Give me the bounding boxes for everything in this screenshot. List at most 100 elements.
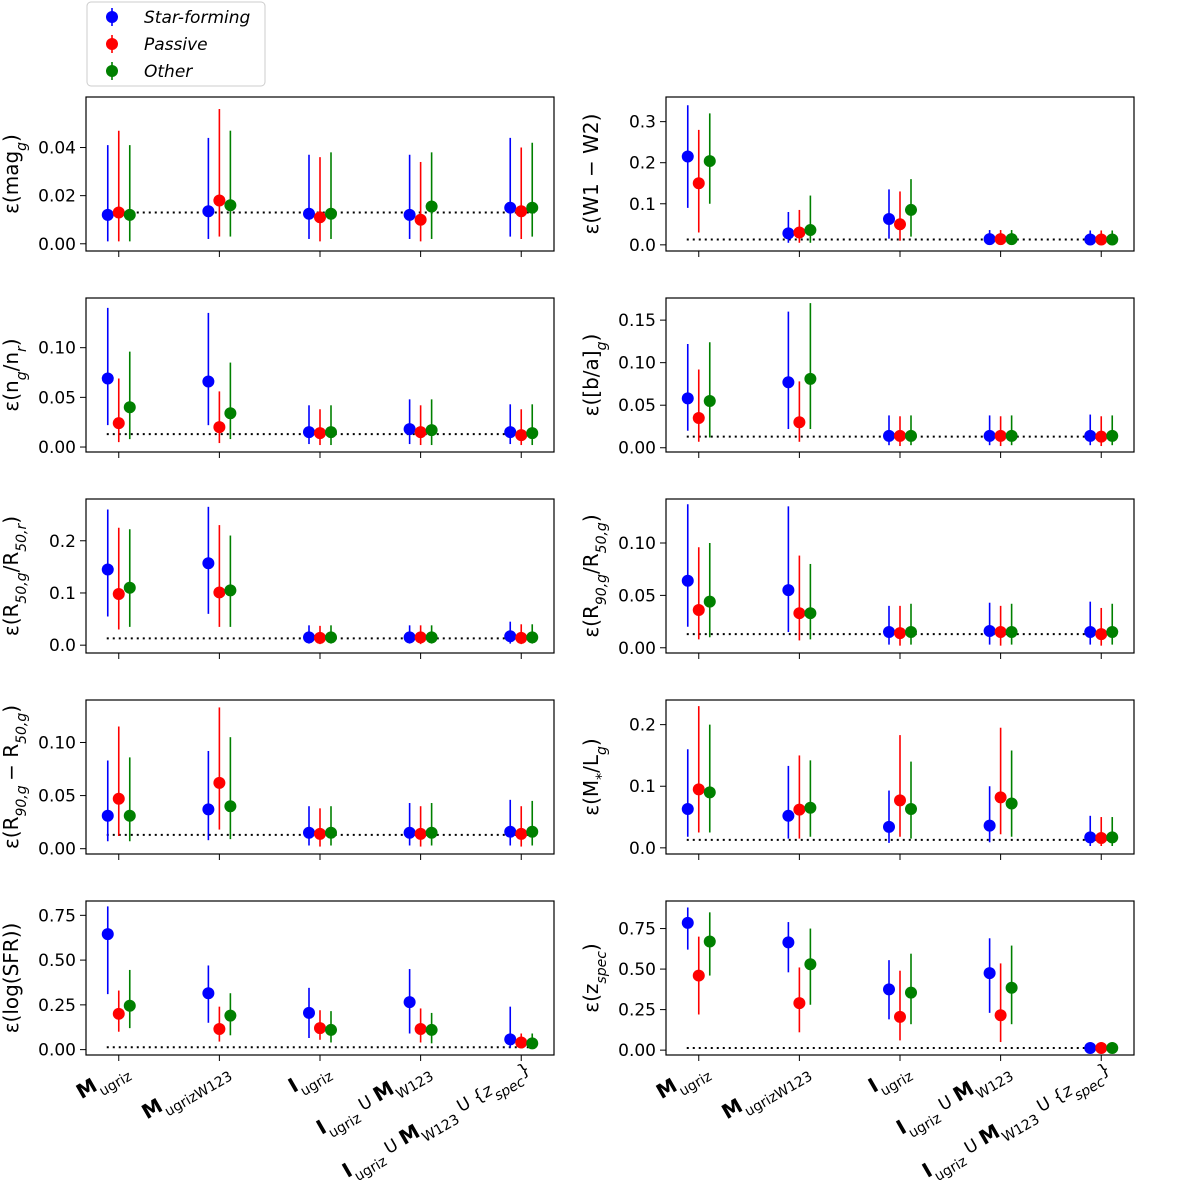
data-point — [515, 429, 528, 442]
data-point — [782, 809, 795, 822]
data-point — [123, 809, 136, 822]
y-axis-label: ε(log(SFR)) — [0, 923, 23, 1034]
data-point — [526, 631, 539, 644]
data-point — [1095, 430, 1108, 443]
y-tick-label: 0.05 — [38, 388, 76, 408]
data-point — [804, 801, 817, 814]
y-tick-label: 0.10 — [618, 354, 656, 374]
series-star-forming — [681, 504, 1097, 645]
series-other — [703, 724, 1119, 846]
data-point — [983, 967, 996, 980]
data-point — [303, 1006, 315, 1019]
x-category-label: Mugriz — [652, 1056, 715, 1110]
data-point — [123, 401, 136, 414]
data-point — [202, 375, 215, 388]
data-point — [793, 997, 806, 1010]
data-point — [692, 177, 705, 190]
data-point — [692, 969, 705, 982]
y-tick-label: 0.00 — [38, 235, 76, 255]
series-star-forming — [681, 311, 1097, 446]
data-point — [883, 429, 895, 442]
data-point — [894, 429, 906, 442]
data-point — [1084, 429, 1097, 442]
data-point — [905, 203, 917, 216]
data-point — [425, 826, 438, 839]
data-point — [403, 996, 416, 1009]
data-point — [1084, 626, 1097, 639]
data-point — [894, 627, 906, 640]
data-point — [703, 394, 716, 407]
x-category-label: Iugriz U MW123 U {zspec} — [338, 1056, 537, 1189]
data-point — [325, 631, 337, 644]
data-point — [905, 626, 917, 639]
y-axis-label: ε(W1 − W2) — [579, 114, 603, 235]
data-point — [112, 206, 125, 219]
data-point — [1005, 981, 1018, 994]
data-point — [1084, 233, 1097, 246]
x-category-label: Mugriz — [72, 1056, 135, 1110]
x-category-label: MugrizW123 — [137, 1056, 235, 1130]
data-point — [101, 928, 114, 941]
data-point — [425, 1023, 438, 1036]
data-point — [681, 574, 694, 587]
data-point — [314, 827, 326, 840]
panel-4: 0.00 0.05 0.10 0.15 ε([b/a]g) — [579, 297, 1135, 459]
data-point — [1106, 429, 1119, 442]
legend-item: Star-forming — [106, 8, 251, 28]
data-point — [804, 372, 817, 385]
series-passive — [692, 936, 1108, 1055]
legend-label: Other — [144, 62, 193, 82]
y-axis-label: ε(R50,g/R50,r) — [0, 516, 30, 636]
data-point — [101, 372, 114, 385]
data-point — [504, 201, 517, 214]
data-point — [1005, 626, 1018, 639]
y-tick-label: 0.1 — [629, 777, 656, 797]
data-point — [425, 424, 438, 437]
data-point — [213, 586, 226, 599]
data-point — [213, 776, 226, 789]
data-point — [703, 786, 716, 799]
data-point — [202, 557, 215, 570]
data-point — [526, 427, 539, 440]
data-point — [994, 791, 1007, 804]
data-point — [526, 825, 539, 838]
series-star-forming — [681, 907, 1097, 1055]
y-tick-label: 0.50 — [38, 951, 76, 971]
data-point — [526, 201, 539, 214]
legend: Star-forming Passive Other — [86, 1, 266, 87]
y-tick-label: 0.2 — [629, 154, 656, 174]
data-point — [202, 987, 215, 1000]
series-passive — [692, 706, 1108, 846]
data-point — [224, 1009, 237, 1022]
x-category-label: Iugriz — [284, 1056, 336, 1104]
data-point — [983, 625, 996, 637]
y-tick-label: 0.50 — [618, 960, 656, 980]
data-point — [1095, 831, 1108, 844]
y-tick-label: 0.0 — [629, 236, 656, 256]
data-point — [303, 631, 315, 644]
y-tick-label: 0.05 — [38, 787, 76, 807]
series-star-forming — [101, 506, 517, 644]
legend-item: Other — [106, 62, 193, 82]
data-point — [1095, 233, 1108, 246]
series-other — [123, 969, 539, 1050]
data-point — [894, 1010, 906, 1023]
data-point — [123, 581, 136, 594]
series-star-forming — [101, 750, 517, 846]
data-point — [692, 783, 705, 796]
data-point — [883, 820, 895, 833]
data-point — [1095, 1042, 1108, 1055]
data-point — [526, 1037, 539, 1050]
series-star-forming — [101, 307, 517, 445]
y-axis-label: ε(M*/Lg) — [579, 738, 610, 815]
y-axis-label: ε(R90,g/R50,g) — [579, 514, 610, 637]
y-tick-label: 0.1 — [629, 195, 656, 215]
data-point — [224, 800, 237, 813]
panel-3: 0.00 0.05 0.10 ε(ng/nr) — [0, 297, 555, 458]
y-tick-label: 0.00 — [618, 439, 656, 459]
series-star-forming — [681, 749, 1097, 846]
data-point — [894, 218, 906, 231]
data-point — [213, 194, 226, 207]
y-axis-label: ε(zspec) — [579, 943, 610, 1012]
data-point — [414, 426, 427, 439]
